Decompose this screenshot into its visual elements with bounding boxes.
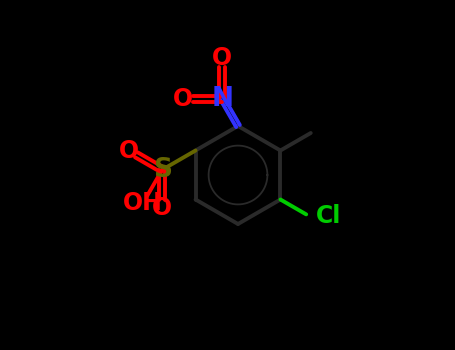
Text: O: O	[212, 47, 233, 70]
Text: O: O	[152, 196, 172, 220]
Text: O: O	[172, 87, 193, 111]
Text: S: S	[153, 157, 172, 183]
Text: Cl: Cl	[316, 204, 341, 228]
Text: O: O	[119, 139, 139, 162]
Text: OH: OH	[123, 191, 163, 215]
Text: N: N	[211, 86, 233, 112]
